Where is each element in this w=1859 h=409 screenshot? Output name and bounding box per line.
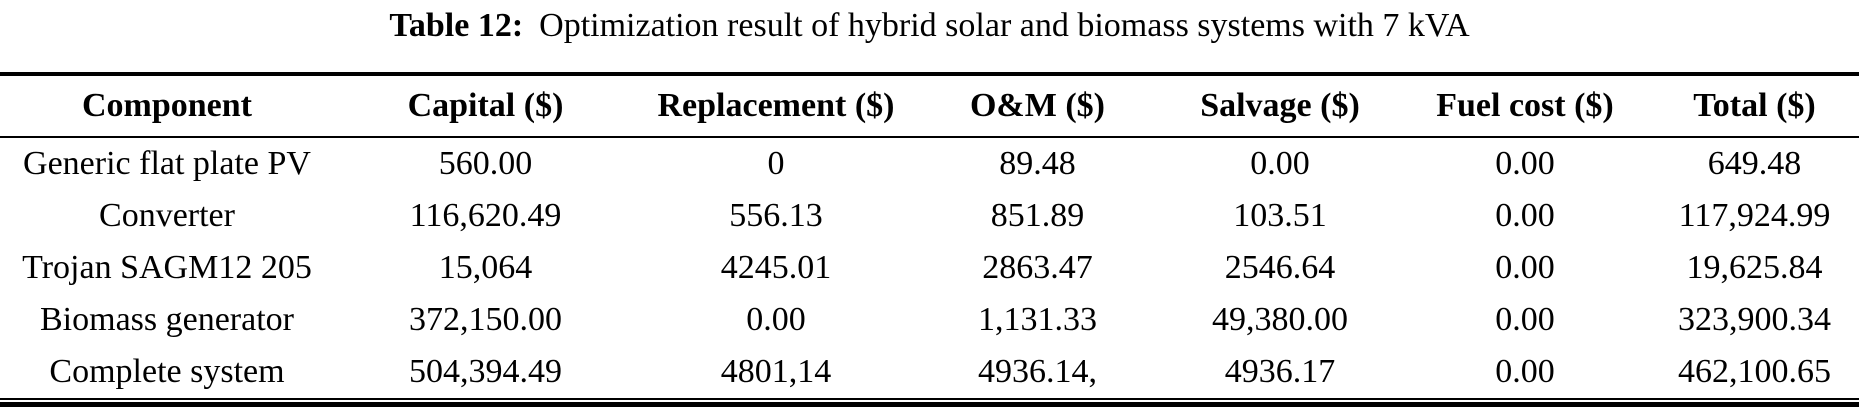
cell-fuel-cost: 0.00: [1495, 145, 1555, 182]
table-header-row: Component Capital ($) Replacement ($) O&…: [0, 74, 1859, 138]
cell-om: 851.89: [990, 197, 1085, 234]
cell-capital: 372,150.00: [409, 301, 562, 338]
col-header-fuel-cost: Fuel cost ($): [1400, 74, 1650, 138]
cell-fuel-cost: 0.00: [1400, 346, 1650, 400]
cell-replacement: 0.00: [746, 301, 806, 338]
table-bottom-rule: [0, 402, 1859, 407]
cell-om: 4936.14,: [915, 346, 1160, 400]
col-header-total: Total ($): [1650, 74, 1859, 138]
cell-total: 462,100.65: [1650, 346, 1859, 400]
table-caption-text: Optimization result of hybrid solar and …: [539, 7, 1470, 44]
table-row-converter: Converter 116,620.49 556.13 851.89 103.5…: [0, 190, 1859, 242]
cell-component: Generic flat plate PV: [23, 145, 311, 182]
cell-component: Biomass generator: [40, 301, 294, 338]
cell-om: 2863.47: [982, 249, 1093, 286]
cell-replacement: 556.13: [729, 197, 823, 234]
col-header-capital: Capital ($): [334, 74, 637, 138]
cell-salvage: 4936.17: [1160, 346, 1400, 400]
cell-component: Trojan SAGM12 205: [22, 249, 312, 286]
table-caption-label: Table 12:: [389, 7, 524, 44]
table-caption: Table 12: Optimization result of hybrid …: [0, 0, 1859, 72]
cell-total: 19,625.84: [1686, 249, 1823, 286]
cell-capital: 116,620.49: [409, 197, 562, 234]
cell-capital: 504,394.49: [334, 346, 637, 400]
cell-replacement: 4801,14: [637, 346, 915, 400]
cell-salvage: 2546.64: [1224, 249, 1336, 286]
col-header-component: Component: [0, 74, 334, 138]
optimization-results-table: Component Capital ($) Replacement ($) O&…: [0, 72, 1859, 400]
cell-total: 323,900.34: [1678, 301, 1831, 338]
cell-fuel-cost: 0.00: [1495, 301, 1555, 338]
cell-total: 117,924.99: [1678, 197, 1831, 234]
cell-replacement: 4245.01: [720, 249, 832, 286]
col-header-salvage: Salvage ($): [1160, 74, 1400, 138]
cell-component: Complete system: [0, 346, 334, 400]
cell-om: 89.48: [999, 145, 1076, 182]
cell-fuel-cost: 0.00: [1495, 197, 1555, 234]
col-header-om: O&M ($): [915, 74, 1160, 138]
cell-total: 649.48: [1707, 145, 1802, 182]
cell-replacement: 0: [767, 145, 785, 182]
table-row-complete-system: Complete system 504,394.49 4801,14 4936.…: [0, 346, 1859, 400]
cell-fuel-cost: 0.00: [1495, 249, 1555, 286]
col-header-replacement: Replacement ($): [637, 74, 915, 138]
cell-om: 1,131.33: [978, 301, 1097, 338]
table-row-generic-flat-plate-pv: Generic flat plate PV 560.00 0 89.48 0.0…: [0, 137, 1859, 190]
cell-capital: 560.00: [438, 145, 533, 182]
table-row-biomass-generator: Biomass generator 372,150.00 0.00 1,131.…: [0, 294, 1859, 346]
cell-salvage: 49,380.00: [1212, 301, 1348, 338]
cell-component: Converter: [99, 197, 235, 234]
table-row-trojan-sagm12-205: Trojan SAGM12 205 15,064 4245.01 2863.47…: [0, 242, 1859, 294]
cell-salvage: 0.00: [1250, 145, 1310, 182]
cell-capital: 15,064: [438, 249, 533, 286]
cell-salvage: 103.51: [1233, 197, 1327, 234]
